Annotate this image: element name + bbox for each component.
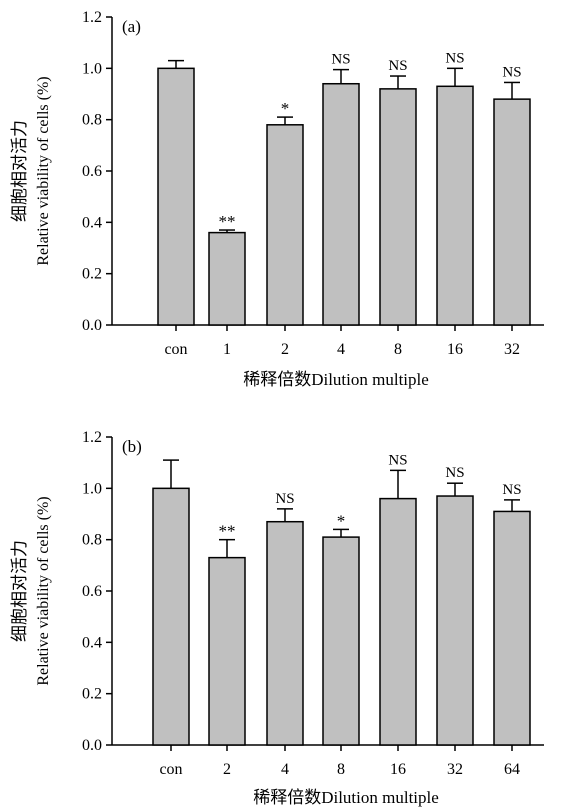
panel-b-ylabel-en: Relative viability of cells (%) <box>35 496 52 685</box>
bar <box>322 536 360 746</box>
x-tick-label: 8 <box>394 341 402 358</box>
x-tick-label: 64 <box>504 761 520 778</box>
y-tick-label: 1.2 <box>82 429 102 446</box>
panel-b: 0.0 0.2 0.4 0.6 0.8 1.0 1.2 con 2 ** 4 NS 8 * 16 NS 32 NS… <box>10 429 544 807</box>
significance-label: NS <box>331 52 350 68</box>
y-tick-label: 0.4 <box>82 634 102 651</box>
x-tick-label: 32 <box>447 761 463 778</box>
significance-label: ** <box>219 212 236 231</box>
bar <box>152 487 190 746</box>
significance-label: NS <box>275 491 294 507</box>
bar <box>266 124 304 326</box>
panel-b-plot: 0.0 0.2 0.4 0.6 0.8 1.0 1.2 con 2 ** 4 NS 8 * 16 NS 32 NS… <box>82 429 544 778</box>
y-tick-label: 1.2 <box>82 9 102 26</box>
panel-b-xlabel: 稀释倍数Dilution multiple <box>253 788 439 807</box>
x-tick-label: con <box>159 761 182 778</box>
x-tick-label: 32 <box>504 341 520 358</box>
panel-a-ylabel-en: Relative viability of cells (%) <box>35 76 52 265</box>
panel-a: 0.0 0.2 0.4 0.6 0.8 1.0 1.2 con 1 ** 2 * 4 NS 8 NS 16 NS 3… <box>10 9 544 389</box>
panel-a-ylabel-cn: 细胞相对活力 <box>10 120 29 222</box>
x-tick-label: 16 <box>390 761 406 778</box>
significance-label: * <box>281 99 290 118</box>
y-tick-label: 0.2 <box>82 686 102 703</box>
significance-label: NS <box>502 482 521 498</box>
panel-a-label: (a) <box>122 17 141 36</box>
bar <box>379 88 417 326</box>
y-tick-label: 0.6 <box>82 163 102 180</box>
y-tick-label: 0.4 <box>82 214 102 231</box>
bar <box>379 497 417 746</box>
y-tick-label: 0.8 <box>82 112 102 129</box>
bar <box>266 520 304 746</box>
y-tick-label: 1.0 <box>82 60 102 77</box>
significance-label: * <box>337 511 346 530</box>
x-tick-label: 4 <box>281 761 289 778</box>
y-tick-label: 1.0 <box>82 480 102 497</box>
bar <box>157 67 195 326</box>
x-tick-label: con <box>164 341 187 358</box>
bar <box>493 510 531 746</box>
y-tick-label: 0.6 <box>82 583 102 600</box>
significance-label: NS <box>388 452 407 468</box>
x-tick-label: 2 <box>281 341 289 358</box>
significance-label: NS <box>445 465 464 481</box>
x-tick-label: 16 <box>447 341 463 358</box>
significance-label: ** <box>219 522 236 541</box>
panel-b-label: (b) <box>122 437 142 456</box>
y-tick-label: 0.2 <box>82 266 102 283</box>
panel-a-xlabel: 稀释倍数Dilution multiple <box>243 370 429 389</box>
significance-label: NS <box>445 50 464 66</box>
y-tick-label: 0.0 <box>82 317 102 334</box>
x-tick-label: 8 <box>337 761 345 778</box>
y-tick-label: 0.0 <box>82 737 102 754</box>
bar <box>493 98 531 326</box>
x-tick-label: 2 <box>223 761 231 778</box>
bar <box>436 495 474 746</box>
x-tick-label: 4 <box>337 341 345 358</box>
bar <box>208 231 246 326</box>
bar <box>322 82 360 326</box>
panel-b-ylabel-cn: 细胞相对活力 <box>10 540 29 642</box>
significance-label: NS <box>388 58 407 74</box>
significance-label: NS <box>502 64 521 80</box>
y-tick-label: 0.8 <box>82 532 102 549</box>
x-tick-label: 1 <box>223 341 231 358</box>
panel-a-plot: 0.0 0.2 0.4 0.6 0.8 1.0 1.2 con 1 ** 2 * 4 NS 8 NS 16 NS 3… <box>82 9 544 358</box>
bar <box>208 556 246 746</box>
bar <box>436 85 474 326</box>
